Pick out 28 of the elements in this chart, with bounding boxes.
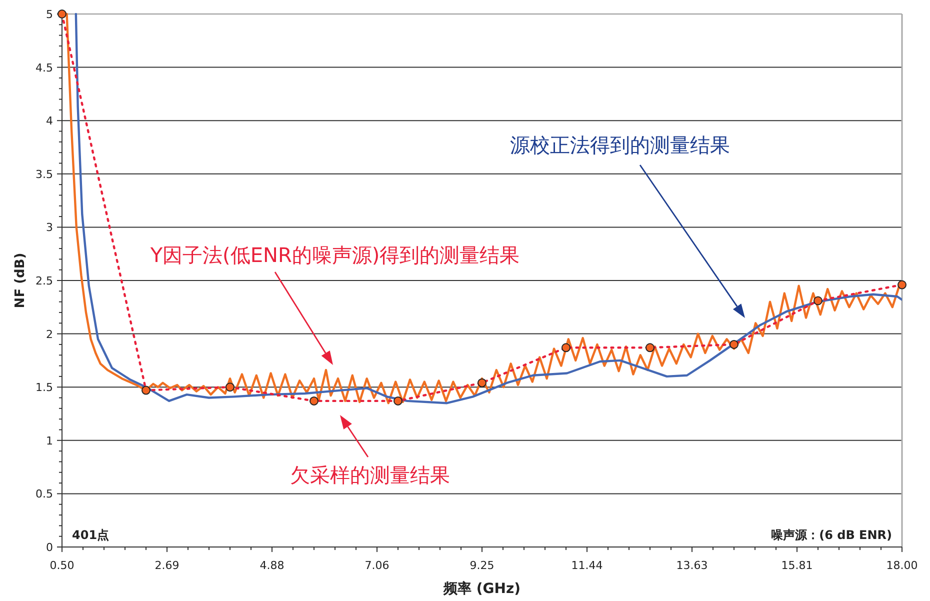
- y-tick-label: 3.5: [36, 168, 53, 181]
- x-tick-label: 7.06: [364, 559, 390, 572]
- x-tick-label: 9.25: [470, 559, 494, 572]
- point: [142, 386, 150, 395]
- y-tick-label: 0.5: [36, 488, 53, 501]
- annotation: Y因子法(低ENR的噪声源)得到的测量结果: [149, 243, 520, 267]
- x-tick-label: 11.44: [571, 559, 603, 572]
- y-tick-label: 4: [46, 114, 53, 128]
- y-tick-label: 2.5: [36, 274, 53, 288]
- annotation: 401点: [72, 528, 110, 542]
- x-tick-label: 13.63: [676, 559, 708, 572]
- x-tick-label: 0.50: [50, 559, 74, 572]
- y-tick-label: 2: [46, 328, 53, 341]
- x-axis-title: 频率 (GHz): [442, 580, 521, 597]
- y-tick-label: 5: [46, 8, 53, 21]
- y-tick-label: 4.5: [36, 61, 53, 74]
- y-tick-label: 1.5: [36, 381, 53, 394]
- annotation: 欠采样的测量结果: [290, 463, 450, 487]
- y-tick-label: 1: [46, 434, 53, 448]
- x-tick-label: 2.69: [154, 559, 180, 572]
- x-tick-label: 18.00: [886, 559, 918, 572]
- annotation: 噪声源：(6 dB ENR): [771, 528, 892, 542]
- annotation: 源校正法得到的测量结果: [510, 133, 730, 157]
- x-tick-label: 15.81: [781, 559, 813, 572]
- y-tick-label: 3: [46, 221, 53, 234]
- x-tick-label: 4.88: [260, 559, 284, 572]
- y-axis-title: NF (dB): [13, 252, 28, 308]
- y-tick-label: 0: [46, 541, 53, 554]
